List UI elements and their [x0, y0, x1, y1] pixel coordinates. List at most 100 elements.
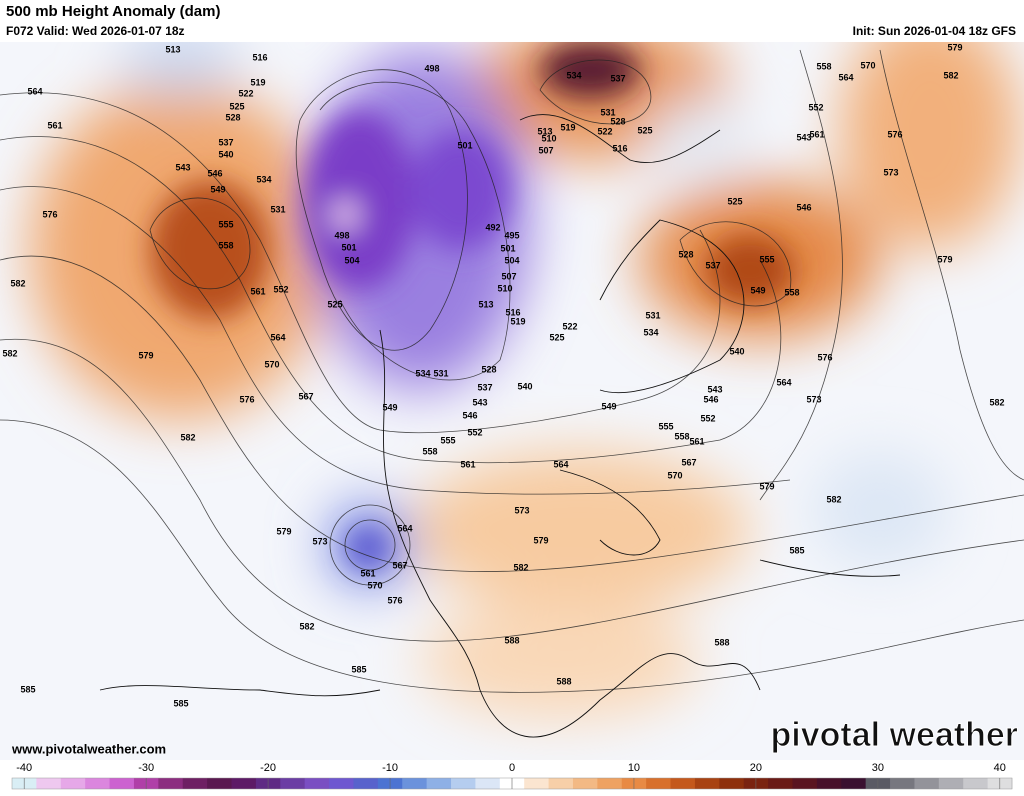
contour-label: 552: [273, 284, 288, 294]
colorbar-swatch: [207, 778, 233, 789]
anomaly-field: [0, 10, 1024, 760]
contour-label: 537: [477, 382, 492, 392]
contour-label: 537: [610, 73, 625, 83]
contour-label: 519: [250, 77, 265, 87]
contour-label: 543: [796, 132, 811, 142]
colorbar-swatch: [182, 778, 208, 789]
contour-label: 552: [700, 413, 715, 423]
contour-label: 495: [504, 230, 519, 240]
colorbar-swatch: [109, 778, 135, 789]
website: www.pivotalweather.com: [11, 741, 166, 756]
contour-label: 582: [943, 70, 958, 80]
contour-label: 504: [504, 255, 519, 265]
contour-label: 561: [460, 459, 475, 469]
contour-label: 588: [504, 635, 519, 645]
contour-label: 582: [10, 278, 25, 288]
contour-label: 555: [658, 421, 673, 431]
colorbar-swatch: [841, 778, 867, 789]
contour-label: 540: [218, 149, 233, 159]
colorbar-swatch: [402, 778, 428, 789]
colorbar-swatch: [694, 778, 720, 789]
contour-label: 534: [415, 368, 430, 378]
contour-label: 498: [334, 230, 349, 240]
contour-label: 501: [457, 140, 472, 150]
contour-label: 522: [562, 321, 577, 331]
colorbar-tick-label: 40: [994, 762, 1006, 774]
contour-label: 501: [500, 243, 515, 253]
colorbar-swatch: [670, 778, 696, 789]
contour-label: 531: [600, 107, 615, 117]
contour-label: 534: [643, 327, 658, 337]
valid-time: F072 Valid: Wed 2026-01-07 18z: [6, 24, 185, 38]
colorbar: -40 -30 -20 -10 0 10 20 30 40: [11, 762, 1013, 790]
contour-label: 528: [481, 364, 496, 374]
contour-label: 537: [705, 260, 720, 270]
colorbar-swatch: [36, 778, 62, 789]
colorbar-swatch: [719, 778, 745, 789]
contour-label: 546: [462, 410, 477, 420]
colorbar-swatch: [963, 778, 989, 789]
colorbar-tick-label: -20: [260, 762, 276, 774]
contour-label: 531: [433, 368, 448, 378]
colorbar-swatch: [890, 778, 915, 789]
contour-label: 585: [20, 684, 35, 694]
contour-label: 582: [513, 562, 528, 572]
colorbar-tick-label: 10: [628, 762, 640, 774]
contour-label: 558: [218, 240, 233, 250]
colorbar-swatch: [572, 778, 598, 789]
contour-label: 561: [360, 568, 375, 578]
colorbar-swatch: [60, 778, 86, 789]
contour-label: 579: [276, 526, 291, 536]
contour-label: 558: [784, 287, 799, 297]
contour-label: 516: [505, 307, 520, 317]
contour-label: 576: [887, 129, 902, 139]
contour-label: 582: [180, 432, 195, 442]
contour-label: 525: [727, 196, 742, 206]
contour-label: 546: [207, 168, 222, 178]
contour-label: 582: [299, 621, 314, 631]
contour-label: 549: [382, 402, 397, 412]
contour-label: 525: [229, 101, 244, 111]
contour-label: 567: [392, 560, 407, 570]
contour-label: 528: [225, 112, 240, 122]
contour-label: 561: [809, 129, 824, 139]
contour-label: 543: [472, 397, 487, 407]
contour-label: 570: [667, 470, 682, 480]
contour-label: 498: [424, 63, 439, 73]
contour-label: 513: [165, 44, 180, 54]
contour-label: 561: [250, 286, 265, 296]
colorbar-swatch: [280, 778, 306, 789]
colorbar-swatch: [475, 778, 501, 789]
contour-label: 561: [689, 436, 704, 446]
contour-label: 522: [238, 88, 253, 98]
contour-label: 582: [2, 348, 17, 358]
contour-label: 543: [707, 384, 722, 394]
coastlines: [99, 114, 901, 738]
colorbar-swatch: [816, 778, 842, 789]
contour-label: 549: [750, 285, 765, 295]
colorbar-swatch: [451, 778, 476, 789]
contour-label: 564: [776, 377, 791, 387]
contour-label: 579: [138, 350, 153, 360]
contour-label: 531: [270, 204, 285, 214]
contour-label: 570: [860, 60, 875, 70]
logo: pivotal weather: [770, 716, 1018, 754]
contour-label: 519: [560, 122, 575, 132]
contour-label: 552: [808, 102, 823, 112]
colorbar-swatch: [646, 778, 672, 789]
colorbar-swatch: [548, 778, 574, 789]
contour-label: 561: [47, 120, 62, 130]
contour-label: 540: [729, 346, 744, 356]
contour-label: 555: [218, 219, 233, 229]
contour-label: 558: [674, 431, 689, 441]
contour-label: 555: [440, 435, 455, 445]
contour-label: 585: [351, 664, 366, 674]
contour-label: 519: [510, 316, 525, 326]
colorbar-swatch: [524, 778, 550, 789]
contour-label: 525: [327, 299, 342, 309]
contour-label: 492: [485, 222, 500, 232]
colorbar-swatch: [938, 778, 964, 789]
colorbar-swatch: [426, 778, 452, 789]
contour-label: 513: [537, 126, 552, 136]
